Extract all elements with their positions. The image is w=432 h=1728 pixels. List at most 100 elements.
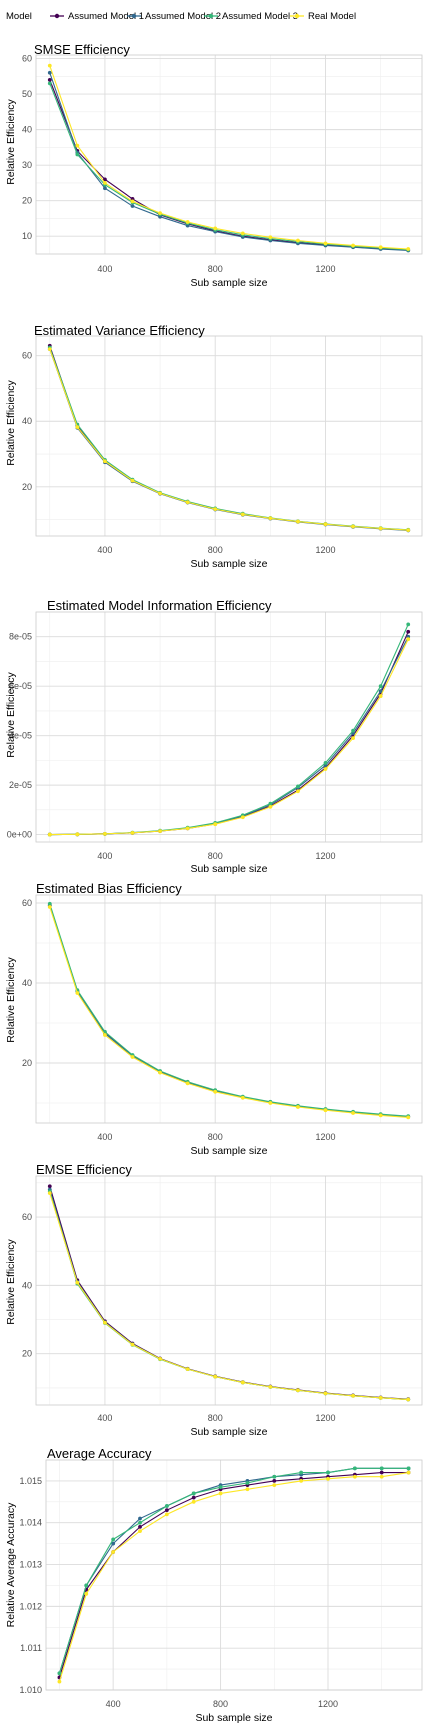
data-point (185, 826, 190, 831)
data-point (138, 1529, 142, 1533)
legend-key-point (294, 13, 300, 19)
series-line (58, 1467, 409, 1674)
data-point (379, 1474, 384, 1479)
data-point (240, 512, 245, 517)
data-point (218, 1485, 223, 1490)
data-point (213, 822, 218, 827)
y-tick-label: 10 (22, 231, 32, 241)
plot-border (35, 54, 423, 255)
x-tick-label: 800 (208, 851, 223, 861)
data-point (268, 1384, 273, 1389)
plot-border (35, 335, 423, 537)
data-point (213, 507, 218, 512)
legend-key-point (54, 13, 60, 19)
data-point (75, 152, 80, 157)
y-tick-label: 20 (22, 482, 32, 492)
series-real-model (47, 63, 411, 251)
y-tick-label: 20 (22, 196, 32, 206)
legend-entry: Real Model (290, 11, 356, 22)
x-axis-label: Sub sample size (190, 1426, 267, 1438)
data-point (185, 1367, 190, 1372)
data-point (47, 832, 52, 837)
data-point (84, 1583, 89, 1588)
data-point (406, 247, 411, 251)
data-point (268, 804, 273, 809)
data-point (185, 1081, 190, 1086)
data-point (213, 1374, 218, 1379)
data-point (191, 1491, 196, 1496)
x-tick-label: 800 (208, 1413, 223, 1423)
legend-label: Real Model (308, 11, 356, 22)
y-tick-label: 40 (22, 978, 32, 988)
x-tick-label: 800 (208, 545, 223, 555)
y-axis-label: Relative Efficiency (5, 671, 17, 757)
y-tick-label: 20 (22, 1349, 32, 1359)
legend-label: Assumed Model 1 (68, 11, 144, 22)
data-point (111, 1550, 116, 1554)
chart-title: Estimated Variance Efficiency (34, 323, 205, 338)
series-real-model (47, 347, 411, 532)
data-point (158, 829, 162, 834)
data-point (352, 1474, 357, 1479)
data-point (378, 684, 383, 689)
data-point (47, 905, 52, 909)
y-tick-label: 40 (22, 125, 32, 135)
x-axis-label: Sub sample size (190, 277, 267, 289)
x-tick-label: 800 (213, 1699, 228, 1709)
chart-panel: 400 800 1200 0e+00 2e-05 4e-05 6e-05 8e-05 Estim… (5, 598, 423, 875)
data-point (406, 1466, 411, 1471)
data-point (351, 524, 355, 529)
y-tick-label: 60 (22, 898, 32, 908)
data-point (57, 1671, 62, 1676)
x-tick-label: 400 (106, 1699, 121, 1709)
series-line (49, 65, 409, 250)
data-point (47, 70, 52, 75)
series-real-model (47, 905, 411, 1120)
x-tick-label: 1200 (315, 1132, 335, 1142)
data-point (218, 1491, 223, 1496)
data-point (185, 220, 190, 224)
legend-label: Assumed Model 2 (145, 11, 221, 22)
data-point (47, 77, 52, 82)
data-point (130, 830, 135, 835)
plot-area (36, 336, 422, 536)
legend-entry: Assumed Model 1 (50, 11, 144, 22)
data-point (299, 1479, 304, 1483)
data-point (351, 1393, 355, 1398)
plot-area (36, 612, 422, 842)
y-tick-label: 1.011 (20, 1643, 42, 1653)
data-point (272, 1483, 277, 1487)
data-point (245, 1481, 250, 1485)
data-point (378, 245, 383, 250)
data-point (111, 1541, 116, 1546)
data-point (352, 1466, 357, 1471)
legend-entry: Assumed Model 3 (204, 11, 298, 22)
data-point (323, 1391, 328, 1396)
data-point (406, 1470, 411, 1475)
data-point (75, 425, 80, 430)
data-point (323, 767, 328, 771)
data-point (103, 459, 107, 464)
data-point (130, 1342, 135, 1347)
y-axis-label: Relative Efficiency (5, 98, 17, 184)
data-point (351, 736, 355, 741)
y-tick-label: 8e-05 (9, 632, 32, 642)
x-tick-label: 1200 (315, 545, 335, 555)
legend-key-point (131, 13, 137, 19)
data-point (103, 181, 107, 185)
series-line (49, 1192, 409, 1401)
y-axis-label: Relative Efficiency (5, 956, 17, 1042)
data-point (130, 1055, 135, 1059)
legend-entry: Assumed Model 2 (127, 11, 221, 22)
data-point (191, 1499, 196, 1504)
data-point (47, 81, 52, 86)
data-point (351, 243, 355, 248)
data-point (103, 186, 107, 191)
chart-panel: 400 800 1200 20 40 60 Estimated Bias Efficienc… (5, 881, 423, 1157)
data-point (103, 177, 107, 182)
data-point (296, 1388, 300, 1393)
legend-key-point (208, 13, 214, 19)
series-line (49, 348, 409, 531)
series-real-model (47, 1191, 411, 1402)
